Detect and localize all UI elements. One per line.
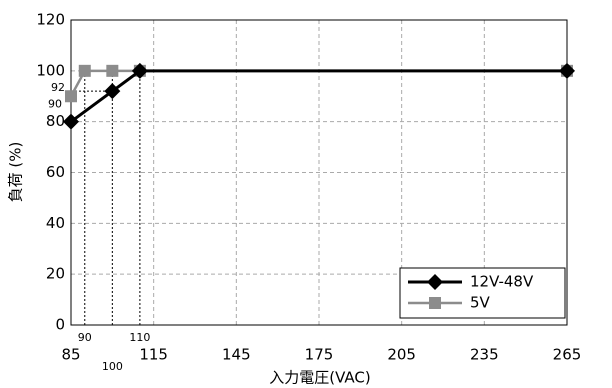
y-marker-label: 90 xyxy=(48,97,62,110)
y-marker-label: 92 xyxy=(51,81,65,94)
x-tick-label: 265 xyxy=(553,346,582,364)
x-tick-label: 175 xyxy=(305,346,334,364)
y-tick-label: 0 xyxy=(55,316,65,334)
legend-box xyxy=(399,267,566,319)
x-marker-label: 100 xyxy=(102,360,123,373)
y-axis-label: 負荷 (%) xyxy=(7,142,25,203)
diamond-marker xyxy=(427,274,443,290)
diamond-marker xyxy=(63,113,79,130)
diamond-marker xyxy=(131,62,148,79)
square-marker xyxy=(65,90,77,103)
square-marker xyxy=(429,297,441,309)
legend-label: 12V-48V xyxy=(470,273,534,291)
series-line xyxy=(70,69,567,123)
y-tick-label: 60 xyxy=(46,163,65,181)
x-marker-label: 90 xyxy=(78,331,92,344)
y-tick-label: 120 xyxy=(36,11,65,29)
y-tick-label: 80 xyxy=(46,112,65,130)
legend-label: 5V xyxy=(470,294,491,312)
y-tick-label: 100 xyxy=(36,61,65,79)
x-tick-label: 205 xyxy=(387,346,416,364)
x-tick-label: 85 xyxy=(61,346,80,364)
x-tick-label: 115 xyxy=(139,346,168,364)
x-tick-label: 235 xyxy=(470,346,499,364)
square-marker xyxy=(78,64,91,77)
square-marker xyxy=(106,64,119,77)
x-axis-label: 入力電圧(VAC) xyxy=(269,369,370,387)
x-marker-label: 110 xyxy=(129,331,150,344)
diamond-marker xyxy=(104,83,121,100)
y-tick-label: 20 xyxy=(46,265,65,283)
x-tick-label: 145 xyxy=(222,346,251,364)
plot-frame xyxy=(70,19,568,326)
y-tick-label: 40 xyxy=(46,214,65,232)
diamond-marker xyxy=(559,62,575,79)
